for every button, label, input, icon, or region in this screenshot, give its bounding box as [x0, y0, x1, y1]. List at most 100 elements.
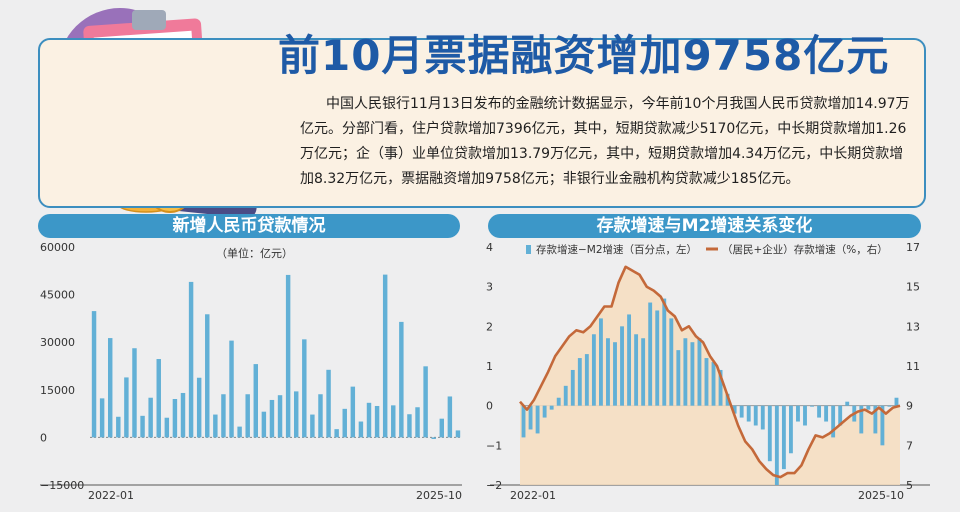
loan-bar [334, 429, 339, 438]
y-left-tick-label: 2 [486, 320, 493, 333]
spread-bar [831, 405, 836, 438]
x-end-label: 2025-10 [858, 489, 904, 500]
y-right-tick-label: 15 [906, 281, 920, 294]
spread-bar [641, 338, 646, 406]
spread-bar [894, 397, 899, 406]
spread-bar [732, 405, 737, 414]
spread-bar [591, 334, 596, 406]
spread-bar [711, 362, 716, 406]
spread-bar [788, 405, 793, 454]
y-right-tick-label: 11 [906, 360, 920, 373]
loan-bar [439, 418, 445, 438]
spread-bar [746, 405, 751, 422]
legend-bar-label: 存款增速−M2增速（百分点，左） [536, 243, 697, 256]
spread-bar [845, 401, 850, 406]
y-tick-label: −15000 [40, 479, 84, 492]
spread-bar [880, 405, 885, 446]
spread-bar [620, 326, 624, 406]
y-tick-label: 45000 [40, 289, 75, 302]
header-card [38, 38, 926, 208]
y-tick-label: 0 [40, 431, 47, 444]
y-left-tick-label: −2 [486, 479, 502, 492]
loan-bar [318, 394, 323, 438]
loan-bar [245, 394, 250, 438]
x-start-label: 2022-01 [510, 489, 556, 500]
spread-bar [528, 405, 533, 430]
loan-bar [277, 395, 283, 438]
spread-bar [873, 405, 878, 434]
loan-bar [431, 437, 436, 439]
loan-bar [188, 281, 194, 438]
spread-bar [627, 314, 632, 406]
y-left-tick-label: 0 [486, 400, 493, 413]
spread-bar [866, 405, 871, 410]
loan-bar [205, 314, 210, 438]
y-left-tick-label: −1 [486, 439, 502, 452]
loan-bar [91, 311, 97, 438]
spread-bar [634, 334, 639, 406]
loan-bar [455, 430, 461, 438]
deposit-growth-chart: 存款增速−M2增速（百分点，左） （居民+企业）存款增速（%，右） 4 3 2 1 0 −1 −… [486, 241, 930, 500]
loan-bar [140, 415, 145, 438]
loan-bar [366, 402, 372, 438]
loan-bar [342, 408, 347, 438]
loan-bar [213, 414, 218, 438]
spread-bar [725, 393, 730, 406]
loan-bar [310, 414, 315, 438]
y-tick-label: 30000 [40, 336, 75, 349]
loan-bar [124, 377, 129, 438]
loan-bar [99, 398, 105, 438]
spread-bar [584, 354, 589, 406]
loan-bar [261, 411, 267, 438]
spread-bar [669, 318, 674, 406]
loan-bar [382, 274, 388, 438]
legend-line-label: （居民+企业）存款增速（%，右） [722, 243, 888, 256]
left-chart-unit: （单位：亿元） [216, 247, 293, 260]
loan-bar [407, 414, 412, 438]
spread-bar [662, 298, 667, 406]
spread-bar [796, 405, 800, 422]
spread-bar [767, 405, 772, 462]
y-right-tick-label: 7 [906, 439, 913, 452]
y-tick-label: 15000 [40, 384, 75, 397]
y-right-tick-label: 5 [906, 479, 913, 492]
spread-bar [690, 342, 695, 406]
loan-bar [116, 416, 121, 438]
loan-bar [172, 399, 178, 438]
loan-bar [358, 421, 364, 438]
spread-bar [556, 397, 561, 406]
spread-bar [606, 338, 610, 406]
loan-bar-chart: 60000 45000 30000 15000 0 −15000 2022-01 2025-1… [40, 241, 462, 500]
spread-bar [803, 405, 807, 426]
loan-bar [285, 274, 291, 438]
left-chart-title: 新增人民币贷款情况 [38, 214, 460, 238]
loan-bar [221, 394, 226, 438]
spread-bar [704, 358, 709, 406]
spread-bar [613, 342, 617, 406]
loan-bar [269, 399, 275, 438]
x-start-label: 2022-01 [88, 489, 134, 500]
spread-bar [542, 405, 547, 418]
spread-bar [577, 358, 582, 406]
spread-bar [655, 310, 660, 406]
deposit-growth-line [519, 265, 901, 479]
spread-bar [824, 405, 829, 422]
loan-bar [447, 396, 453, 438]
spread-bar [774, 405, 779, 485]
y-left-tick-label: 3 [486, 281, 493, 294]
spread-bar [521, 405, 526, 438]
loan-bar [164, 417, 170, 438]
loan-bar [399, 321, 404, 438]
loan-bar [326, 369, 331, 438]
loan-bar [132, 348, 137, 438]
spread-bar [535, 405, 540, 434]
loan-bar [350, 386, 356, 438]
spread-bar [817, 405, 822, 418]
spread-bar [838, 405, 843, 426]
spread-bar [859, 405, 864, 434]
loan-bar [237, 426, 242, 438]
spread-bar [781, 405, 786, 470]
loan-bar [415, 407, 420, 438]
page-title: 前10月票据融资增加9758亿元 [278, 31, 890, 80]
loan-bar [302, 339, 307, 438]
